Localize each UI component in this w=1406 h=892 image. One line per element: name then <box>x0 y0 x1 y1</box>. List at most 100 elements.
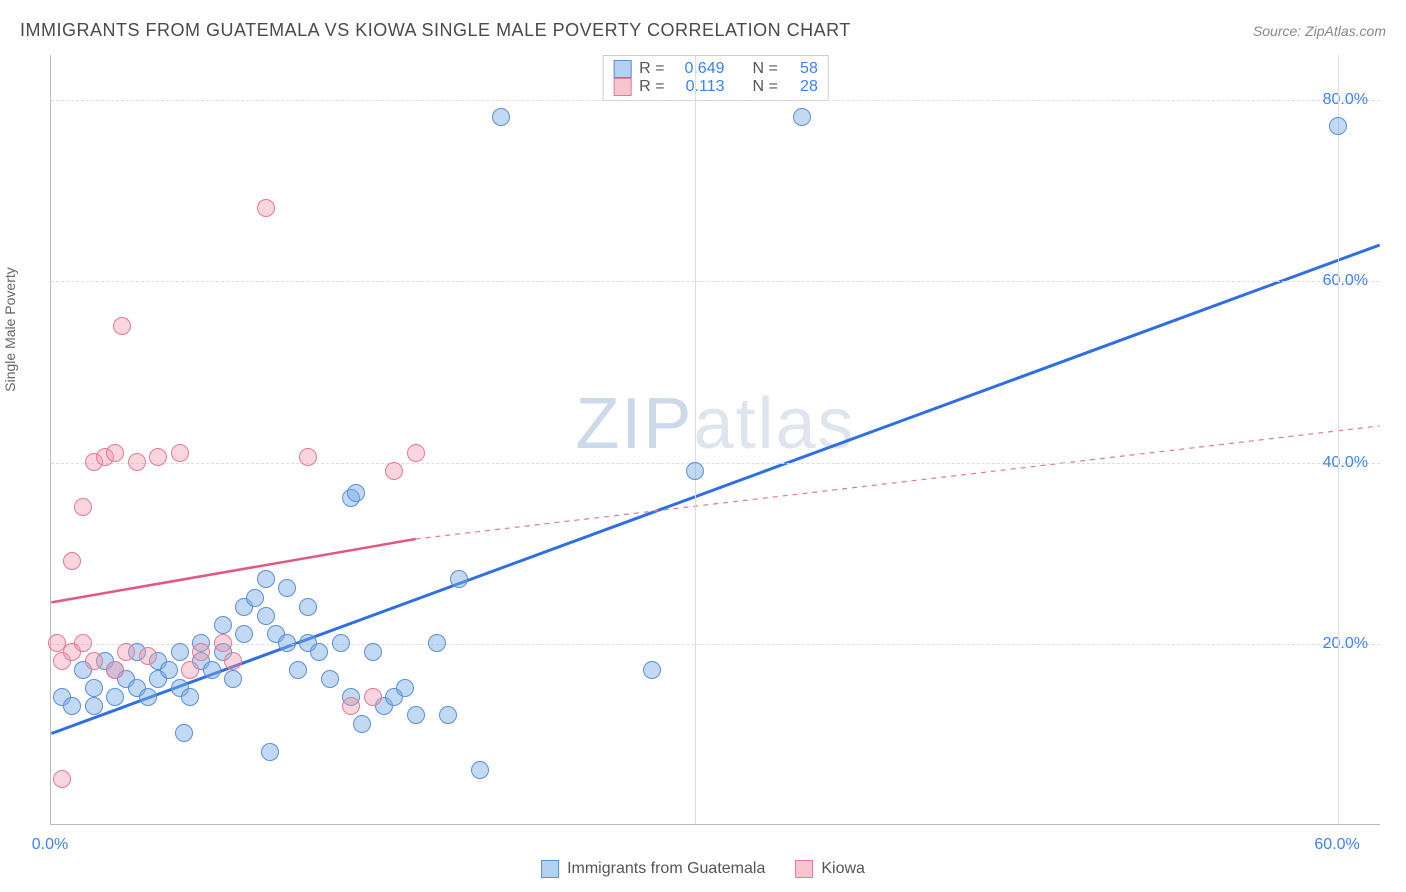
data-point <box>261 743 279 761</box>
data-point <box>278 634 296 652</box>
y-axis-label: Single Male Poverty <box>2 267 18 392</box>
data-point <box>149 448 167 466</box>
data-point <box>1329 117 1347 135</box>
legend-label: Immigrants from Guatemala <box>567 860 765 878</box>
data-point <box>492 108 510 126</box>
data-point <box>106 661 124 679</box>
gridline-h <box>51 100 1380 101</box>
data-point <box>214 634 232 652</box>
data-point <box>289 661 307 679</box>
y-tick-label: 80.0% <box>1323 91 1368 109</box>
gridline-v <box>1338 55 1339 824</box>
data-point <box>364 688 382 706</box>
data-point <box>74 498 92 516</box>
y-tick-label: 40.0% <box>1323 454 1368 472</box>
data-point <box>278 579 296 597</box>
data-point <box>385 462 403 480</box>
data-point <box>686 462 704 480</box>
data-point <box>643 661 661 679</box>
data-point <box>214 616 232 634</box>
data-point <box>192 643 210 661</box>
legend-label: Kiowa <box>821 860 865 878</box>
data-point <box>203 661 221 679</box>
data-point <box>246 589 264 607</box>
data-point <box>257 607 275 625</box>
data-point <box>332 634 350 652</box>
gridline-h <box>51 644 1380 645</box>
data-point <box>310 643 328 661</box>
trend-lines <box>51 55 1380 824</box>
data-point <box>160 661 178 679</box>
y-tick-label: 20.0% <box>1323 635 1368 653</box>
source-label: Source: ZipAtlas.com <box>1253 23 1386 39</box>
n-label: N = <box>753 60 778 78</box>
data-point <box>117 643 135 661</box>
data-point <box>85 679 103 697</box>
data-point <box>407 444 425 462</box>
r-label: R = <box>639 78 664 96</box>
n-value: 58 <box>788 60 818 78</box>
data-point <box>128 453 146 471</box>
data-point <box>450 570 468 588</box>
r-value: 0.649 <box>675 60 725 78</box>
data-point <box>224 652 242 670</box>
data-point <box>171 643 189 661</box>
stats-row: R = 0.649 N = 58 <box>613 60 818 78</box>
stats-box: R = 0.649 N = 58 R = 0.113 N = 28 <box>602 55 829 101</box>
data-point <box>171 444 189 462</box>
data-point <box>63 697 81 715</box>
data-point <box>175 724 193 742</box>
data-point <box>63 552 81 570</box>
data-point <box>428 634 446 652</box>
stats-row: R = 0.113 N = 28 <box>613 78 818 96</box>
data-point <box>53 770 71 788</box>
data-point <box>407 706 425 724</box>
x-tick-label: 60.0% <box>1314 836 1359 854</box>
data-point <box>396 679 414 697</box>
legend: Immigrants from Guatemala Kiowa <box>541 860 865 878</box>
data-point <box>74 634 92 652</box>
data-point <box>342 697 360 715</box>
data-point <box>181 661 199 679</box>
legend-item: Immigrants from Guatemala <box>541 860 765 878</box>
data-point <box>299 598 317 616</box>
data-point <box>439 706 457 724</box>
data-point <box>139 647 157 665</box>
gridline-h <box>51 281 1380 282</box>
n-label: N = <box>753 78 778 96</box>
x-tick-label: 0.0% <box>32 836 68 854</box>
data-point <box>113 317 131 335</box>
trend-line <box>51 245 1379 734</box>
data-point <box>471 761 489 779</box>
r-label: R = <box>639 60 664 78</box>
r-value: 0.113 <box>675 78 725 96</box>
swatch-icon <box>613 60 631 78</box>
legend-item: Kiowa <box>795 860 865 878</box>
data-point <box>321 670 339 688</box>
gridline-v <box>695 55 696 824</box>
n-value: 28 <box>788 78 818 96</box>
data-point <box>257 199 275 217</box>
y-tick-label: 60.0% <box>1323 272 1368 290</box>
data-point <box>85 652 103 670</box>
data-point <box>257 570 275 588</box>
data-point <box>181 688 199 706</box>
data-point <box>139 688 157 706</box>
data-point <box>106 688 124 706</box>
swatch-icon <box>795 860 813 878</box>
gridline-h <box>51 463 1380 464</box>
data-point <box>85 697 103 715</box>
swatch-icon <box>541 860 559 878</box>
data-point <box>793 108 811 126</box>
swatch-icon <box>613 78 631 96</box>
trend-line <box>51 539 415 602</box>
trend-line <box>416 426 1380 539</box>
data-point <box>224 670 242 688</box>
watermark: ZIPatlas <box>575 383 855 465</box>
data-point <box>364 643 382 661</box>
data-point <box>299 448 317 466</box>
data-point <box>235 625 253 643</box>
chart-title: IMMIGRANTS FROM GUATEMALA VS KIOWA SINGL… <box>20 20 851 41</box>
data-point <box>353 715 371 733</box>
data-point <box>106 444 124 462</box>
